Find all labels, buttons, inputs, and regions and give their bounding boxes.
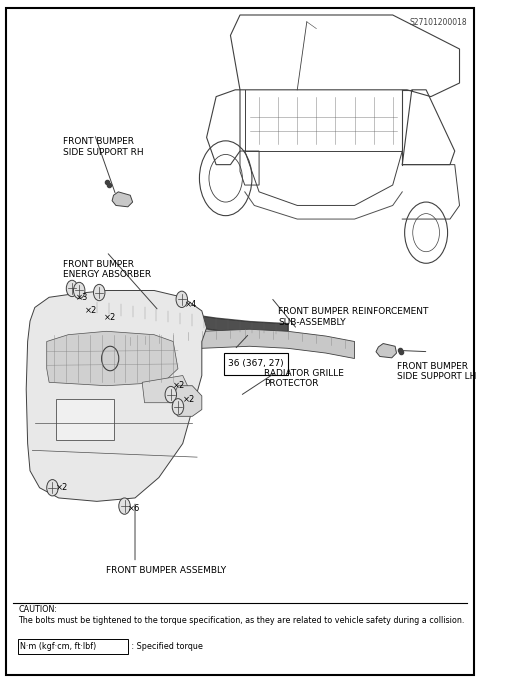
Text: FRONT BUMPER ASSEMBLY: FRONT BUMPER ASSEMBLY	[107, 566, 226, 575]
Circle shape	[47, 479, 58, 496]
Polygon shape	[112, 192, 132, 207]
Bar	[56, 400, 113, 440]
Polygon shape	[376, 344, 396, 358]
Circle shape	[66, 280, 78, 296]
Text: FRONT BUMPER REINFORCEMENT
SUB-ASSEMBLY: FRONT BUMPER REINFORCEMENT SUB-ASSEMBLY	[278, 307, 429, 327]
Circle shape	[93, 284, 105, 301]
Circle shape	[172, 399, 184, 415]
Text: 36 (367, 27): 36 (367, 27)	[228, 359, 284, 368]
Text: N·m (kgf·cm, ft·lbf): N·m (kgf·cm, ft·lbf)	[20, 643, 96, 652]
Text: ×2: ×2	[183, 395, 195, 404]
Text: ×3: ×3	[75, 293, 88, 302]
Text: FRONT BUMPER
SIDE SUPPORT LH: FRONT BUMPER SIDE SUPPORT LH	[398, 362, 477, 381]
Text: ×2: ×2	[173, 381, 185, 390]
Circle shape	[176, 291, 188, 307]
Circle shape	[74, 282, 85, 298]
Polygon shape	[121, 329, 355, 359]
Text: ×2: ×2	[56, 484, 68, 492]
Text: S27101200018: S27101200018	[409, 18, 467, 27]
Text: : Specified torque: : Specified torque	[129, 643, 203, 652]
Polygon shape	[26, 290, 207, 501]
Circle shape	[165, 387, 176, 403]
Polygon shape	[47, 331, 178, 386]
Bar	[18, 639, 128, 654]
Polygon shape	[173, 386, 202, 417]
Text: RADIATOR GRILLE
PROTECTOR: RADIATOR GRILLE PROTECTOR	[264, 369, 344, 388]
Text: ×4: ×4	[185, 300, 197, 309]
Text: FRONT BUMPER
ENERGY ABSORBER: FRONT BUMPER ENERGY ABSORBER	[64, 260, 152, 279]
FancyBboxPatch shape	[224, 353, 288, 375]
Circle shape	[119, 498, 130, 514]
Text: CAUTION:
The bolts must be tightened to the torque specification, as they are re: CAUTION: The bolts must be tightened to …	[18, 605, 464, 625]
Polygon shape	[142, 376, 188, 403]
Text: ×6: ×6	[128, 503, 140, 513]
Text: ×2: ×2	[85, 307, 97, 316]
Text: ×2: ×2	[104, 313, 116, 322]
Text: FRONT BUMPER
SIDE SUPPORT RH: FRONT BUMPER SIDE SUPPORT RH	[64, 137, 144, 157]
